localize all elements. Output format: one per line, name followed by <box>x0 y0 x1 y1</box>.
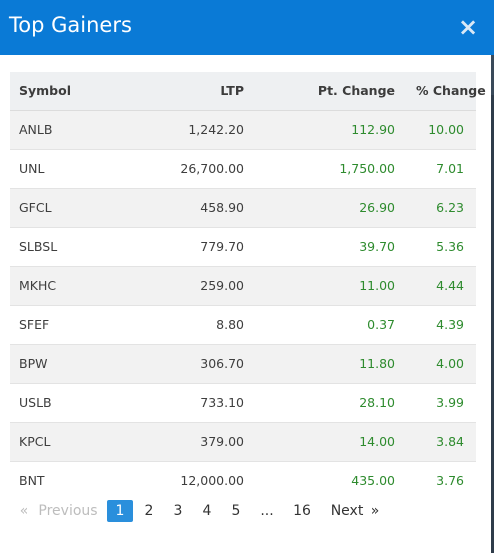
page-3-button[interactable]: 3 <box>173 503 183 519</box>
last-page-icon[interactable]: » <box>370 503 380 519</box>
modal-title: Top Gainers <box>9 13 132 37</box>
cell-ltp: 733.10 <box>131 383 256 423</box>
gainers-table-container: Symbol LTP Pt. Change % Change ANLB 1,24… <box>10 72 486 500</box>
cell-pct-change: 3.84 <box>407 422 476 462</box>
page-4-button[interactable]: 4 <box>202 503 212 519</box>
cell-symbol[interactable]: KPCL <box>10 422 131 462</box>
column-header-pct-change[interactable]: % Change <box>407 72 486 111</box>
table-row[interactable]: GFCL 458.90 26.90 6.23 <box>10 188 476 228</box>
table-row[interactable]: KPCL 379.00 14.00 3.84 <box>10 422 476 462</box>
table-row[interactable]: UNL 26,700.00 1,750.00 7.01 <box>10 149 476 189</box>
cell-symbol[interactable]: SFEF <box>10 305 131 345</box>
cell-ltp: 458.90 <box>131 188 256 228</box>
previous-page-button: Previous <box>38 503 98 519</box>
cell-pct-change: 3.99 <box>407 383 476 423</box>
cell-ltp: 8.80 <box>131 305 256 345</box>
column-header-symbol[interactable]: Symbol <box>10 72 131 111</box>
table-row[interactable]: USLB 733.10 28.10 3.99 <box>10 383 476 423</box>
cell-pt-change: 39.70 <box>256 227 407 267</box>
cell-pt-change: 28.10 <box>256 383 407 423</box>
cell-pct-change: 4.44 <box>407 266 476 306</box>
cell-pt-change: 26.90 <box>256 188 407 228</box>
page-16-button[interactable]: 16 <box>293 503 311 519</box>
table-header-row: Symbol LTP Pt. Change % Change <box>10 72 486 111</box>
cell-ltp: 259.00 <box>131 266 256 306</box>
cell-symbol[interactable]: MKHC <box>10 266 131 306</box>
backdrop-edge <box>491 55 494 553</box>
table-row[interactable]: SLBSL 779.70 39.70 5.36 <box>10 227 476 267</box>
cell-pt-change: 14.00 <box>256 422 407 462</box>
cell-symbol[interactable]: ANLB <box>10 110 131 150</box>
cell-pct-change: 4.00 <box>407 344 476 384</box>
cell-pct-change: 4.39 <box>407 305 476 345</box>
cell-pt-change: 11.80 <box>256 344 407 384</box>
cell-symbol[interactable]: BNT <box>19 473 45 488</box>
cell-pt-change: 1,750.00 <box>256 149 407 189</box>
cell-ltp: 306.70 <box>131 344 256 384</box>
cell-symbol[interactable]: USLB <box>10 383 131 423</box>
close-icon[interactable]: × <box>457 13 479 41</box>
table-row[interactable]: BNT 12,000.00 435.00 3.76 <box>10 461 476 500</box>
cell-ltp: 1,242.20 <box>131 110 256 150</box>
cell-pct-change: 10.00 <box>407 110 476 150</box>
table-row[interactable]: SFEF 8.80 0.37 4.39 <box>10 305 476 345</box>
cell-pt-change: 11.00 <box>256 266 407 306</box>
cell-symbol[interactable]: GFCL <box>10 188 131 228</box>
table-row[interactable]: ANLB 1,242.20 112.90 10.00 <box>10 110 476 150</box>
column-header-pt-change[interactable]: Pt. Change <box>256 72 407 111</box>
table-row[interactable]: MKHC 259.00 11.00 4.44 <box>10 266 476 306</box>
cell-pct-change: 7.01 <box>407 149 476 189</box>
cell-symbol[interactable]: SLBSL <box>10 227 131 267</box>
cell-ltp: 26,700.00 <box>131 149 256 189</box>
backdrop-edge-top <box>491 55 494 95</box>
cell-pt-change: 0.37 <box>256 305 407 345</box>
gainers-table: Symbol LTP Pt. Change % Change ANLB 1,24… <box>10 72 486 500</box>
cell-pct-change: 6.23 <box>407 188 476 228</box>
cell-ltp: 12,000.00 <box>180 473 244 488</box>
table-row[interactable]: BPW 306.70 11.80 4.00 <box>10 344 476 384</box>
cell-pt-change: 112.90 <box>256 110 407 150</box>
page-2-button[interactable]: 2 <box>144 503 154 519</box>
cell-symbol[interactable]: UNL <box>10 149 131 189</box>
modal-header: Top Gainers × <box>0 0 494 55</box>
cell-ltp: 779.70 <box>131 227 256 267</box>
cell-pt-change: 435.00 <box>351 473 395 488</box>
page-5-button[interactable]: 5 <box>231 503 241 519</box>
next-page-button[interactable]: Next <box>330 503 364 519</box>
cell-ltp: 379.00 <box>131 422 256 462</box>
page-1-button[interactable]: 1 <box>107 500 133 522</box>
pagination-ellipsis: ... <box>260 503 274 519</box>
cell-pct-change: 5.36 <box>407 227 476 267</box>
cell-pct-change: 3.76 <box>436 473 464 488</box>
first-page-icon: « <box>19 503 29 519</box>
cell-symbol[interactable]: BPW <box>10 344 131 384</box>
column-header-ltp[interactable]: LTP <box>131 72 256 111</box>
